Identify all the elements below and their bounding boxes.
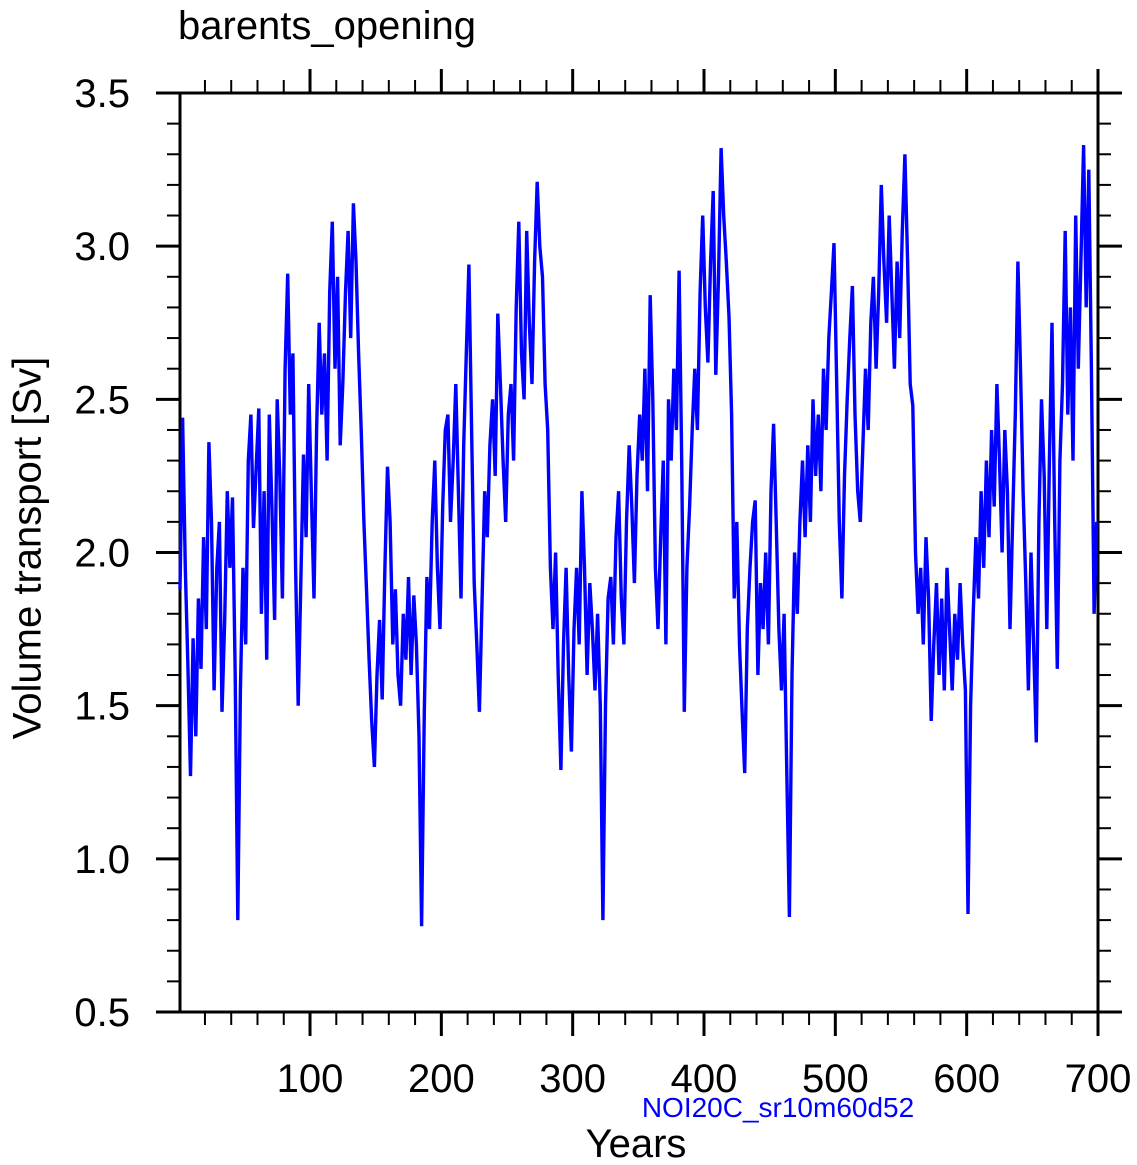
- x-tick-label: 400: [671, 1057, 738, 1101]
- y-tick-label: 2.0: [74, 532, 130, 576]
- y-tick-label: 1.5: [74, 685, 130, 729]
- y-tick-label: 2.5: [74, 378, 130, 422]
- x-tick-label: 700: [1065, 1057, 1132, 1101]
- y-tick-label: 3.5: [74, 72, 130, 116]
- x-tick-label: 200: [408, 1057, 475, 1101]
- y-tick-label: 0.5: [74, 991, 130, 1035]
- y-tick-label: 3.0: [74, 225, 130, 269]
- chart-title: barents_opening: [178, 4, 477, 48]
- x-tick-label: 600: [933, 1057, 1000, 1101]
- x-tick-label: 100: [277, 1057, 344, 1101]
- series-annotation: NOI20C_sr10m60d52: [641, 1092, 915, 1123]
- x-tick-label: 300: [539, 1057, 606, 1101]
- x-tick-label: 500: [802, 1057, 869, 1101]
- y-tick-label: 1.0: [74, 838, 130, 882]
- x-axis-label: Years: [585, 1122, 687, 1165]
- plot-frame: [178, 91, 1100, 1014]
- data-line: [178, 145, 1099, 927]
